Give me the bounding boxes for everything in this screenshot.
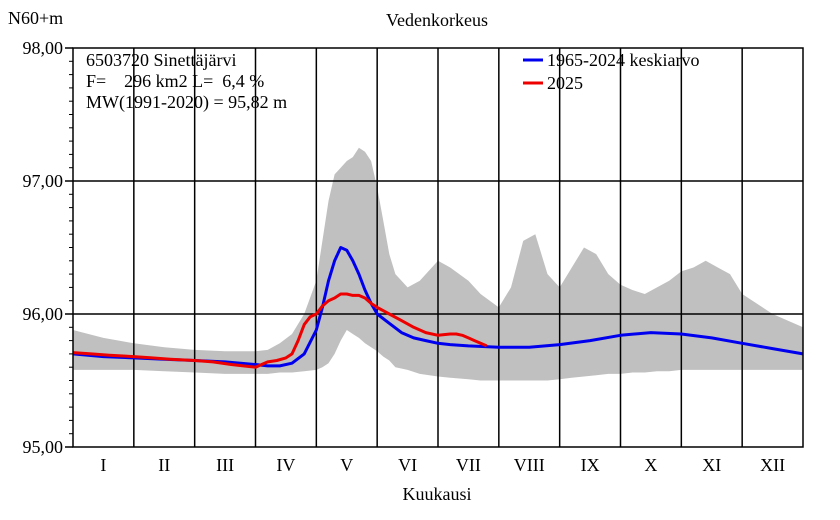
series-layer [72,246,804,369]
legend: 1965-2024 keskiarvo 2025 [523,50,699,93]
month-label-layer: I II III IV V VI VII VIII IX X XI XII [100,455,785,475]
month-label: III [216,455,234,475]
grid-layer [73,48,803,447]
chart-title: Vedenkorkeus [386,10,488,30]
month-label: VII [456,455,481,475]
y-tick-label: 97,00 [23,171,64,191]
month-label: VI [398,455,417,475]
station-info: 6503720 Sinettäjärvi F= 296 km2 L= 6,4 %… [86,50,287,113]
month-label: VIII [514,455,545,475]
y-tick-layer: 95,00 96,00 97,00 98,00 [23,38,73,457]
month-label: XII [760,455,785,475]
legend-label-2025: 2025 [547,73,583,93]
y-tick-label: 98,00 [23,38,64,58]
month-label: X [644,455,657,475]
y-tick-label: 95,00 [23,437,64,457]
info-station: 6503720 Sinettäjärvi [86,50,236,70]
month-label: V [340,455,353,475]
y-axis-label: N60+m [8,8,63,28]
month-label: IX [581,455,600,475]
info-mean-water: MW(1991-2020) = 95,82 m [86,92,287,113]
month-label: II [158,455,170,475]
month-label: IV [276,455,295,475]
x-axis-label: Kuukausi [403,484,472,504]
y-tick-label: 96,00 [23,304,64,324]
series-line-1 [72,292,488,369]
month-label: I [100,455,106,475]
month-label: XI [702,455,721,475]
info-area: F= 296 km2 L= 6,4 % [86,71,264,91]
legend-label-mean: 1965-2024 keskiarvo [547,50,699,70]
